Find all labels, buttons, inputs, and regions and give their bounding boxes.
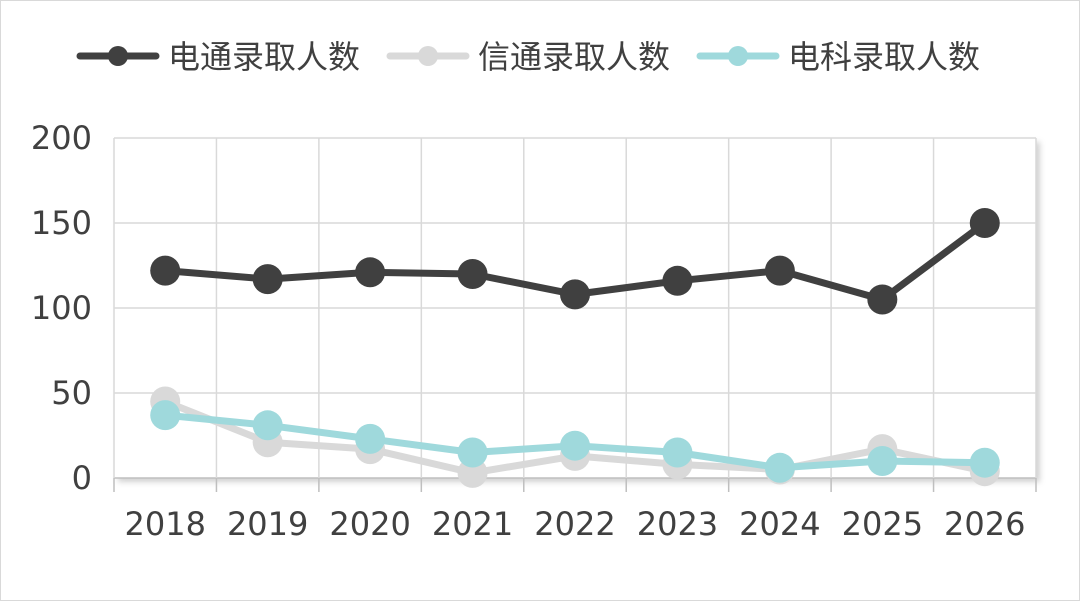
x-tick-label: 2020	[329, 505, 410, 543]
legend-label-2: 电科录取人数	[788, 38, 980, 76]
data-point-0-7	[867, 284, 898, 315]
data-point-0-5	[662, 265, 693, 296]
x-tick-label: 2025	[842, 505, 923, 543]
data-point-0-8	[969, 208, 1000, 238]
legend-item-0: 电通录取人数	[76, 38, 360, 76]
legend-label-1: 信通录取人数	[478, 38, 670, 76]
y-tick-label: 150	[31, 204, 92, 242]
y-tick-label: 0	[72, 459, 92, 497]
data-point-2-4	[560, 430, 590, 461]
legend-marker-0	[108, 46, 128, 66]
data-point-0-4	[560, 279, 590, 310]
y-tick-label: 200	[31, 119, 92, 157]
x-tick-label: 2024	[739, 505, 820, 543]
legend-item-1: 信通录取人数	[386, 38, 670, 76]
series-layer	[150, 208, 1000, 488]
x-tick-label: 2023	[637, 505, 718, 543]
x-tick-label: 2021	[432, 505, 513, 543]
data-point-2-1	[252, 410, 283, 441]
legend-marker-2	[728, 46, 748, 66]
data-point-0-0	[150, 255, 181, 286]
x-tick-label: 2022	[534, 505, 615, 543]
series-2	[150, 400, 1000, 483]
data-point-0-1	[252, 264, 283, 295]
y-axis: 0 50 100 150 200	[31, 119, 92, 497]
data-point-2-3	[457, 437, 488, 468]
y-tick-label: 100	[31, 289, 92, 327]
x-tick-label: 2026	[944, 505, 1025, 543]
series-0	[150, 208, 1000, 315]
data-point-0-6	[764, 255, 795, 286]
x-tick-label: 2019	[227, 505, 308, 543]
y-tick-label: 50	[51, 374, 92, 412]
data-point-2-5	[662, 437, 693, 468]
legend-marker-1	[418, 46, 438, 66]
data-point-2-8	[969, 447, 1000, 478]
legend-item-2: 电科录取人数	[696, 38, 980, 76]
x-axis: 2018 2019 2020 2021 2022 2023 2024 2025 2026	[125, 505, 1026, 543]
legend-label-0: 电通录取人数	[168, 38, 360, 76]
legend: 电通录取人数 信通录取人数 电科录取人数	[76, 38, 980, 76]
x-tick-label: 2018	[125, 505, 206, 543]
data-point-0-2	[355, 257, 386, 288]
data-point-2-0	[150, 400, 181, 431]
data-point-2-7	[867, 446, 898, 476]
data-point-2-6	[764, 452, 795, 483]
data-point-2-2	[355, 423, 386, 454]
data-point-0-3	[457, 259, 488, 289]
